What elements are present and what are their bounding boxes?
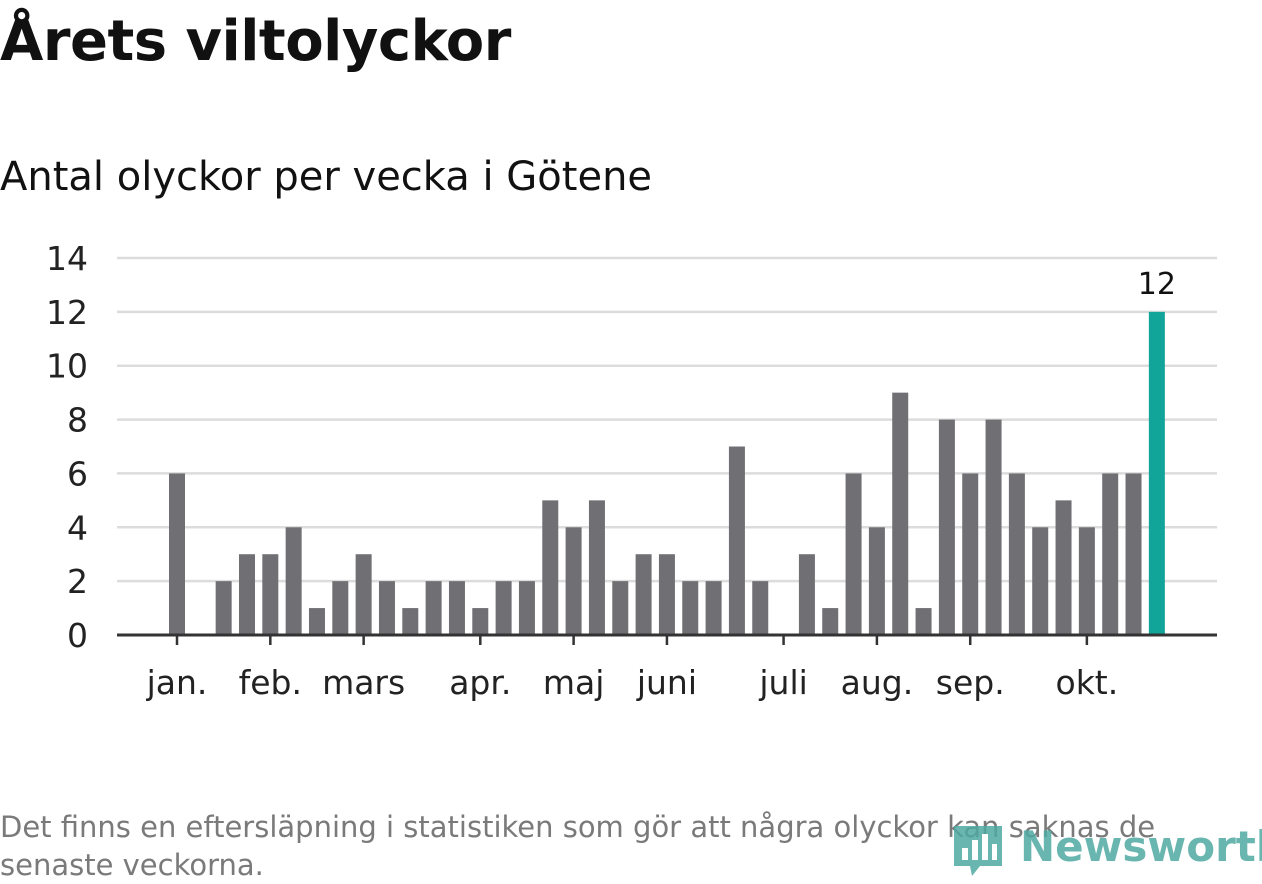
y-tick-label: 4	[67, 508, 88, 547]
x-tick-label: maj	[543, 663, 605, 702]
bar	[238, 554, 255, 635]
bar	[588, 500, 605, 635]
bar	[962, 473, 979, 635]
bar	[752, 581, 769, 635]
y-tick-label: 2	[67, 562, 88, 601]
bar	[542, 500, 559, 635]
bar	[448, 581, 465, 635]
bar	[892, 392, 909, 635]
bar	[332, 581, 349, 635]
newsworthy-logo-icon	[954, 826, 1002, 876]
x-tick-label: jan.	[146, 663, 208, 702]
x-tick-label: okt.	[1056, 663, 1119, 702]
bar	[565, 527, 582, 635]
bar	[169, 473, 185, 635]
x-tick-label: apr.	[449, 663, 511, 702]
chart-title: Årets viltolyckor	[0, 9, 511, 74]
x-tick-label: aug.	[841, 663, 914, 702]
bar	[682, 581, 699, 635]
y-tick-label: 0	[67, 616, 88, 655]
bar	[635, 554, 652, 635]
bar	[658, 554, 675, 635]
bar	[915, 608, 932, 635]
y-tick-label: 8	[67, 401, 88, 440]
y-tick-label: 14	[46, 239, 88, 278]
bar	[1008, 473, 1025, 635]
bar	[1102, 473, 1119, 635]
bar	[705, 581, 722, 635]
bar	[518, 581, 535, 635]
x-tick-label: juni	[636, 663, 697, 702]
bar	[495, 581, 512, 635]
x-tick-label: sep.	[936, 663, 1005, 702]
x-tick-label: juli	[758, 663, 807, 702]
bar	[612, 581, 629, 635]
bar	[822, 608, 839, 635]
bar	[355, 554, 372, 635]
bar-highlight	[1148, 311, 1165, 635]
bar	[308, 608, 325, 635]
bar	[402, 608, 419, 635]
newsworthy-logo: Newsworthy	[950, 818, 1262, 878]
bars	[169, 311, 1165, 635]
y-axis-tick-labels: 0 2 4 6 8 10 12 14	[46, 239, 88, 655]
bar	[1055, 500, 1072, 635]
y-tick-label: 12	[46, 293, 88, 332]
y-tick-label: 6	[67, 454, 88, 493]
bar	[425, 581, 442, 635]
chart-subtitle: Antal olyckor per vecka i Götene	[0, 154, 653, 200]
data-labels: 12	[1138, 267, 1176, 302]
y-tick-label: 10	[46, 347, 88, 386]
bar	[1125, 473, 1142, 635]
bar	[985, 419, 1002, 635]
bar	[285, 527, 302, 635]
bar	[1078, 527, 1095, 635]
bar	[868, 527, 885, 635]
bar	[728, 446, 745, 635]
bar	[798, 554, 815, 635]
bar	[215, 581, 232, 635]
bar	[845, 473, 862, 635]
bar	[262, 554, 279, 635]
bar	[378, 581, 395, 635]
data-label-highlight: 12	[1138, 267, 1176, 302]
x-tick-label: feb.	[239, 663, 302, 702]
grid-lines	[117, 256, 1217, 583]
bar	[472, 608, 489, 635]
bar	[1032, 527, 1049, 635]
x-axis-month-labels: jan. feb. mars apr. maj juni juli aug. sep. okt.	[146, 635, 1119, 702]
x-tick-label: mars	[322, 663, 405, 702]
bar-chart: 0 2 4 6 8 10 12 14 jan. feb. mars apr. maj juni juli a…	[46, 239, 1217, 702]
bar	[938, 419, 955, 635]
newsworthy-logo-text: Newsworthy	[1020, 822, 1262, 871]
